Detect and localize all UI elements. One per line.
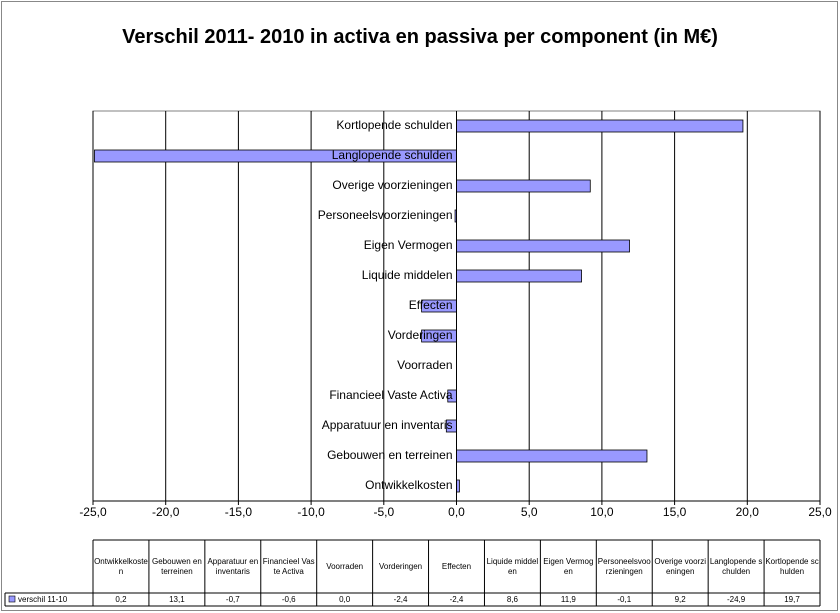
- x-tick-label: -25,0: [79, 505, 107, 519]
- y-tick-label: Personeelsvoorzieningen: [318, 208, 453, 222]
- table-value: -2,4: [449, 594, 464, 604]
- y-tick-label: Ontwikkelkosten: [365, 478, 452, 492]
- y-tick-label: Kortlopende schulden: [336, 118, 452, 132]
- table-header: Kortlopende schulden: [765, 556, 819, 576]
- bar: [456, 449, 648, 463]
- y-tick-label: Financieel Vaste Activa: [329, 388, 453, 402]
- table-header: Liquide middelen: [486, 556, 539, 576]
- x-tick-label: 5,0: [521, 505, 538, 519]
- table-value: -24,9: [726, 594, 746, 604]
- table-header: Langlopende schulden: [709, 556, 763, 576]
- table-header: Vorderingen: [378, 561, 423, 571]
- table-value: -2,4: [393, 594, 408, 604]
- table-header: Personeelsvoorzieningen: [597, 556, 651, 576]
- legend-label: verschil 11-10: [18, 594, 68, 604]
- table-header: Effecten: [441, 561, 472, 571]
- table-value: 19,7: [784, 594, 800, 604]
- table-header: Eigen Vermogen: [543, 556, 594, 576]
- bar: [456, 119, 744, 133]
- table-value: 8,6: [506, 594, 518, 604]
- y-tick-label: Effecten: [409, 298, 453, 312]
- table-value: -0,7: [225, 594, 240, 604]
- table-header: Apparatuur en inventaris: [207, 556, 259, 576]
- table-header: Financieel Vaste Activa: [262, 556, 315, 576]
- x-tick-label: -5,0: [373, 505, 394, 519]
- bar: [456, 179, 591, 193]
- x-tick-label: -20,0: [152, 505, 180, 519]
- bar: [456, 239, 630, 253]
- x-tick-label: 0,0: [448, 505, 465, 519]
- table-header: Ontwikkelkosten: [94, 556, 148, 576]
- x-tick-label: -10,0: [297, 505, 325, 519]
- table-value: 0,0: [339, 594, 351, 604]
- chart-title: Verschil 2011- 2010 in activa en passiva…: [122, 26, 718, 48]
- table-header: Overige voorzieningen: [654, 556, 706, 576]
- x-tick-label: 10,0: [590, 505, 614, 519]
- y-tick-label: Overige voorzieningen: [332, 178, 452, 192]
- table-header: Voorraden: [326, 561, 364, 571]
- table-header: Gebouwen en terreinen: [151, 556, 202, 576]
- y-tick-label: Langlopende schulden: [332, 148, 453, 162]
- x-tick-label: 20,0: [736, 505, 760, 519]
- table-value: 13,1: [169, 594, 185, 604]
- x-tick-label: -15,0: [225, 505, 253, 519]
- bar: [456, 269, 582, 283]
- y-tick-label: Voorraden: [397, 358, 452, 372]
- table-value: -0,1: [617, 594, 632, 604]
- x-tick-label: 25,0: [808, 505, 832, 519]
- x-tick-label: 15,0: [663, 505, 687, 519]
- y-tick-label: Apparatuur en inventaris: [322, 418, 453, 432]
- y-tick-label: Gebouwen en terreinen: [327, 448, 452, 462]
- y-tick-label: Eigen Vermogen: [364, 238, 453, 252]
- y-tick-label: Liquide middelen: [362, 268, 453, 282]
- legend-key: [8, 595, 16, 603]
- y-tick-label: Vorderingen: [388, 328, 453, 342]
- table-value: -0,6: [281, 594, 296, 604]
- table-value: 0,2: [115, 594, 127, 604]
- table-value: 9,2: [674, 594, 686, 604]
- table-value: 11,9: [560, 594, 576, 604]
